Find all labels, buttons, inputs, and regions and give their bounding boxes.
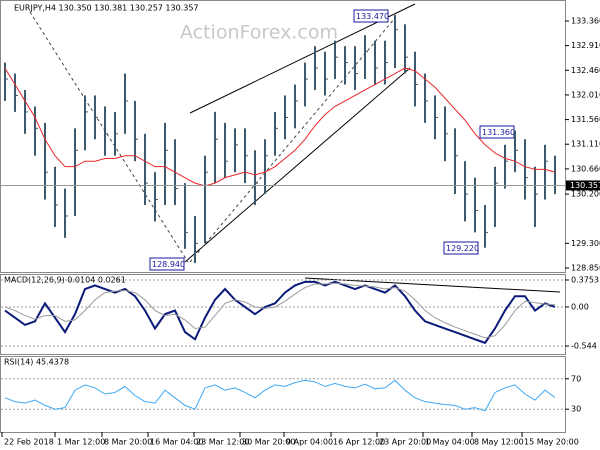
indicator-line (4, 280, 556, 345)
y-tick-label: 132.460 (571, 66, 600, 75)
current-price-label: 130.357 (570, 181, 600, 190)
macd-panel (0, 274, 566, 355)
rsi-panel (0, 356, 566, 433)
annotation: 133.470 128.940 131.360 129.220 (149, 9, 515, 271)
y-tick-label: 132.910 (571, 41, 600, 50)
x-tick-label: 1 Mar 12:00 (57, 438, 105, 447)
y-tick-label: -0.544 (571, 342, 597, 351)
main-panel (0, 0, 566, 273)
y-tick-label: 0.00 (571, 302, 589, 311)
x-tick-label: 8 Mar 20:00 (104, 438, 152, 447)
y-tick-label: 30 (571, 405, 581, 414)
current-price-box (566, 180, 600, 191)
trendline (184, 67, 411, 263)
x-tick-label: 23 Mar 12:00 (196, 438, 249, 447)
y-tick-label: 131.560 (571, 115, 600, 124)
indicator-line (4, 379, 556, 412)
annotation-label: 128.940 (152, 260, 185, 269)
annotation-label: 131.360 (482, 128, 515, 137)
x-tick-label: 15 May 20:00 (524, 438, 579, 447)
x-tick-label: 23 Apr 20:00 (379, 438, 431, 447)
x-tick-label: 16 Mar 04:00 (150, 438, 203, 447)
moving-average (4, 67, 556, 187)
annotation-label: 129.220 (446, 244, 479, 253)
trendline (304, 277, 561, 293)
y-tick-label: 130.660 (571, 164, 600, 173)
trendline (189, 17, 396, 263)
y-tick-label: 133.360 (571, 16, 600, 25)
indicator-line (4, 282, 556, 339)
x-tick-label: 30 Mar 20:00 (242, 438, 295, 447)
watermark: ActionForex.com (180, 22, 338, 44)
x-tick-label: 1 May 04:00 (425, 438, 475, 447)
trendline (29, 11, 189, 263)
annotation-label: 133.470 (356, 12, 389, 21)
y-tick-label: 130.200 (571, 190, 600, 199)
x-tick-label: 8 May 12:00 (474, 438, 524, 447)
y-tick-label: 129.300 (571, 239, 600, 248)
macd-title: MACD(12,26,9) 0.0104 0.0261 (4, 276, 126, 285)
header: EURJPY,H4 130.350 130.381 130.257 130.35… (14, 4, 199, 13)
x-tick-label: 9 Apr 04:00 (286, 438, 333, 447)
y-tick-label: 70 (571, 374, 581, 383)
y-tick-label: 131.110 (571, 140, 600, 149)
x-tick-label: 22 Feb 2018 (4, 438, 54, 447)
y-tick-label: 132.010 (571, 90, 600, 99)
x-tick-label: 16 Apr 12:00 (333, 438, 385, 447)
y-tick-label: 128.850 (571, 264, 600, 273)
rsi-title: RSI(14) 45.4378 (4, 358, 69, 367)
y-tick-label: 0.3753 (571, 276, 599, 285)
